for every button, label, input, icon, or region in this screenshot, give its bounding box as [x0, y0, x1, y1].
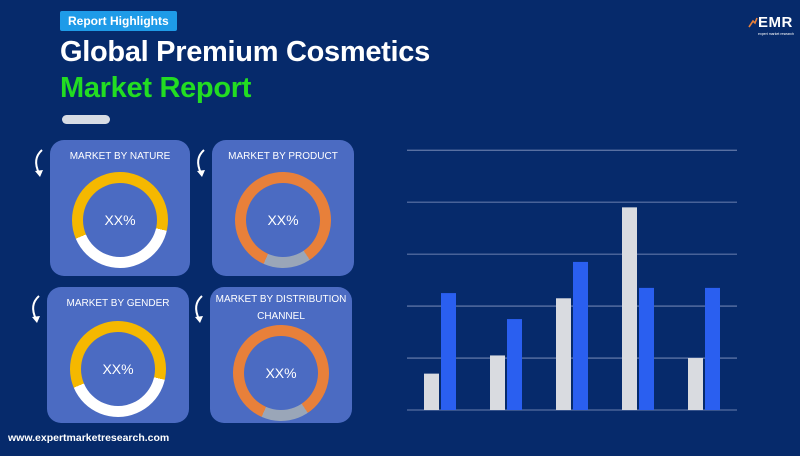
donut-chart: XX% [55, 306, 181, 432]
logo-arrow-icon [748, 17, 758, 28]
curved-arrow-icon [197, 149, 205, 177]
donut-value: XX% [102, 361, 134, 377]
footer-website: www.expertmarketresearch.com [8, 432, 170, 444]
page-title-line2: Market Report [60, 72, 252, 104]
bar-series-1-1 [424, 373, 439, 410]
bar-series-2-1 [441, 293, 456, 410]
donut-chart: XX% [219, 156, 347, 284]
logo-text: EMR [758, 14, 793, 31]
donut-value: XX% [265, 365, 297, 381]
logo-tagline: expert market research [758, 32, 794, 36]
card-title-line2: CHANNEL [257, 311, 305, 322]
bar-chart [407, 149, 737, 411]
emr-logo: EMR expert market research [748, 12, 796, 42]
page-title-line1: Global Premium Cosmetics [60, 36, 430, 68]
donut-chart: XX% [217, 309, 345, 437]
card-title: MARKET BY NATURE [69, 151, 171, 162]
donut-value: XX% [267, 212, 299, 228]
bar-series-1-4 [622, 207, 637, 410]
curved-arrow-icon [35, 149, 43, 177]
bar-series-1-2 [490, 355, 505, 410]
bar-series-2-3 [573, 261, 588, 410]
donut-value: XX% [104, 212, 136, 228]
card-title: MARKET BY GENDER [66, 298, 170, 309]
card-title: MARKET BY PRODUCT [228, 151, 338, 162]
card-market-by-nature: MARKET BY NATURE XX% [50, 140, 190, 283]
title-underline-bar [62, 115, 110, 124]
bar-series-2-4 [639, 287, 654, 410]
card-market-by-gender: MARKET BY GENDER XX% [47, 287, 189, 432]
curved-arrow-icon [195, 295, 203, 323]
bar-series-1-3 [556, 298, 571, 410]
bar-series-2-2 [507, 319, 522, 410]
card-market-by-product: MARKET BY PRODUCT XX% [212, 140, 354, 284]
card-market-by-distribution-channel: MARKET BY DISTRIBUTION CHANNEL XX% [210, 287, 352, 437]
bar-series-2-5 [705, 287, 720, 410]
donut-chart: XX% [57, 157, 183, 283]
report-highlights-badge: Report Highlights [60, 11, 177, 31]
curved-arrow-icon [32, 295, 40, 323]
bar-series-1-5 [688, 358, 703, 410]
card-title-line1: MARKET BY DISTRIBUTION [215, 294, 347, 305]
